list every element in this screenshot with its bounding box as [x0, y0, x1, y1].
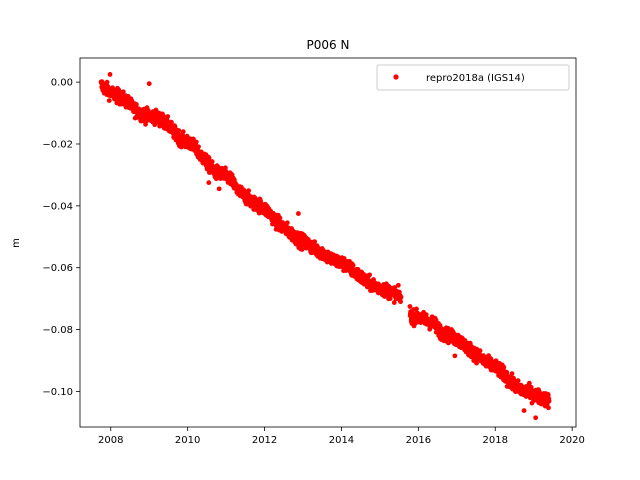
- data-point: [398, 299, 403, 305]
- data-point: [474, 360, 479, 366]
- x-tick-label: 2016: [406, 435, 431, 446]
- data-point: [398, 294, 404, 300]
- data-points: [98, 71, 552, 421]
- data-point: [391, 300, 397, 305]
- y-tick-label: −0.08: [42, 325, 73, 336]
- data-point: [412, 317, 417, 323]
- y-tick-label: −0.04: [42, 201, 73, 212]
- data-point: [277, 215, 283, 221]
- data-point: [387, 296, 393, 301]
- data-point: [299, 247, 305, 252]
- chart-title: P006 N: [307, 38, 350, 52]
- legend-label: repro2018a (IGS14): [426, 73, 525, 84]
- data-point: [176, 128, 182, 133]
- x-tick-label: 2008: [98, 435, 123, 446]
- legend-marker: [393, 74, 399, 80]
- data-point: [216, 186, 222, 192]
- x-tick-label: 2018: [483, 435, 508, 446]
- data-point: [312, 239, 318, 244]
- data-point: [165, 114, 171, 119]
- data-point: [196, 144, 201, 150]
- data-point: [191, 136, 196, 142]
- data-point: [501, 364, 507, 370]
- x-axis: 2008 2010 2012 2014 2016 2018 2020: [98, 427, 585, 446]
- data-point: [107, 71, 113, 77]
- legend: repro2018a (IGS14): [376, 64, 570, 91]
- data-point: [533, 415, 539, 421]
- data-point: [504, 369, 510, 375]
- data-point: [452, 353, 458, 359]
- data-point: [521, 408, 527, 414]
- data-point: [407, 304, 413, 309]
- data-point: [350, 262, 356, 268]
- data-point: [106, 98, 112, 104]
- data-point: [414, 306, 419, 312]
- plot-border: [79, 57, 577, 428]
- data-point: [180, 129, 186, 135]
- data-point: [367, 272, 373, 278]
- data-point: [526, 380, 532, 386]
- data-point: [252, 195, 258, 201]
- y-tick-label: −0.02: [42, 139, 73, 150]
- data-point: [546, 405, 551, 411]
- data-point: [295, 211, 301, 216]
- legend-box: [376, 64, 570, 91]
- x-tick-label: 2012: [252, 435, 277, 446]
- data-point: [120, 89, 126, 95]
- data-point: [146, 81, 152, 87]
- data-point: [193, 139, 199, 145]
- y-tick-label: −0.10: [42, 387, 73, 398]
- x-tick-label: 2020: [559, 435, 584, 446]
- data-point: [477, 348, 483, 354]
- y-axis-label: m: [11, 238, 22, 248]
- y-axis: 0.00 −0.02 −0.04 −0.06 −0.08 −0.10: [42, 78, 80, 398]
- y-tick-label: 0.00: [51, 78, 73, 89]
- y-tick-label: −0.06: [42, 263, 73, 274]
- data-point: [206, 180, 212, 186]
- data-point: [395, 282, 401, 288]
- data-point: [246, 195, 252, 201]
- data-point: [546, 398, 552, 404]
- data-point: [437, 333, 442, 339]
- data-point: [284, 220, 290, 226]
- x-tick-label: 2010: [175, 435, 200, 446]
- data-point: [104, 79, 110, 85]
- x-tick-label: 2014: [329, 435, 354, 446]
- data-point: [209, 159, 215, 164]
- data-point: [133, 102, 139, 107]
- data-point: [515, 378, 521, 384]
- data-point: [509, 371, 515, 377]
- data-point: [246, 188, 252, 194]
